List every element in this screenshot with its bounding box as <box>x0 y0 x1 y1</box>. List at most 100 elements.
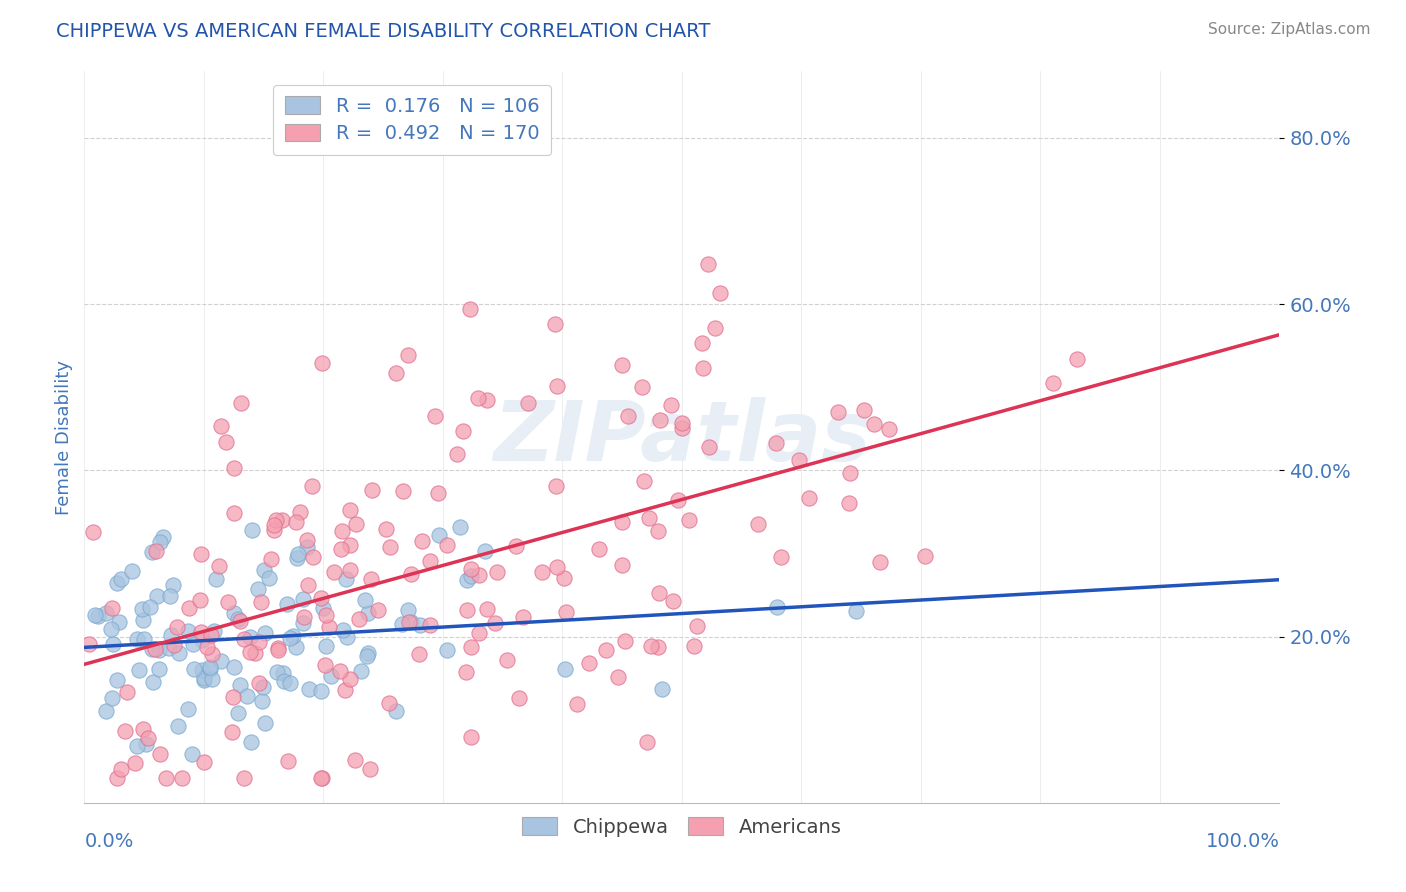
Point <box>285 640 308 654</box>
Point <box>263 523 285 537</box>
Point <box>323 565 346 579</box>
Point <box>311 591 333 605</box>
Point <box>276 598 298 612</box>
Point <box>789 453 811 467</box>
Point <box>333 682 356 697</box>
Point <box>686 619 709 633</box>
Point <box>651 681 673 696</box>
Point <box>344 517 367 532</box>
Point <box>329 664 352 678</box>
Point <box>239 630 262 644</box>
Point <box>335 572 357 586</box>
Point <box>606 670 628 684</box>
Point <box>477 392 499 407</box>
Point <box>217 594 239 608</box>
Point <box>319 669 342 683</box>
Point <box>869 555 891 569</box>
Point <box>236 690 259 704</box>
Point <box>633 474 655 488</box>
Point <box>544 478 567 492</box>
Point <box>166 619 188 633</box>
Point <box>233 771 256 785</box>
Point <box>375 522 398 536</box>
Text: CHIPPEWA VS AMERICAN FEMALE DISABILITY CORRELATION CHART: CHIPPEWA VS AMERICAN FEMALE DISABILITY C… <box>56 22 710 41</box>
Point <box>565 697 588 711</box>
Point <box>516 396 538 410</box>
Point <box>181 637 204 651</box>
Point <box>312 600 335 615</box>
Point <box>214 434 236 449</box>
Point <box>228 678 250 692</box>
Point <box>427 528 450 542</box>
Point <box>222 690 245 704</box>
Point <box>853 403 876 417</box>
Point <box>309 771 332 785</box>
Point <box>124 756 146 770</box>
Point <box>159 589 181 603</box>
Point <box>253 625 276 640</box>
Point <box>224 460 246 475</box>
Point <box>329 542 352 557</box>
Point <box>181 747 204 761</box>
Point <box>399 566 422 581</box>
Point <box>240 523 263 537</box>
Point <box>166 719 188 733</box>
Point <box>456 603 478 617</box>
Point <box>197 640 219 654</box>
Point <box>110 572 132 586</box>
Point <box>121 565 143 579</box>
Point <box>446 447 468 461</box>
Point <box>612 558 634 573</box>
Point <box>148 662 170 676</box>
Point <box>1066 351 1088 366</box>
Point <box>475 602 498 616</box>
Point <box>284 515 307 529</box>
Point <box>531 565 554 579</box>
Point <box>117 685 139 699</box>
Point <box>468 567 491 582</box>
Point <box>339 563 361 577</box>
Point <box>662 594 685 608</box>
Point <box>330 524 353 538</box>
Point <box>297 533 319 547</box>
Point <box>361 483 384 498</box>
Point <box>496 653 519 667</box>
Point <box>266 643 288 657</box>
Point <box>176 624 198 638</box>
Point <box>266 513 288 527</box>
Point <box>301 479 323 493</box>
Point <box>209 654 232 668</box>
Point <box>243 646 266 660</box>
Point <box>193 673 215 687</box>
Point <box>359 762 381 776</box>
Point <box>141 642 163 657</box>
Point <box>247 635 270 649</box>
Point <box>198 660 221 674</box>
Point <box>252 681 274 695</box>
Point <box>765 436 787 450</box>
Point <box>436 538 458 552</box>
Point <box>692 361 714 376</box>
Point <box>101 637 124 651</box>
Point <box>315 639 337 653</box>
Point <box>682 639 704 653</box>
Point <box>427 486 450 500</box>
Point <box>267 640 290 655</box>
Point <box>914 549 936 564</box>
Point <box>339 502 361 516</box>
Point <box>226 706 249 721</box>
Point <box>838 496 860 510</box>
Point <box>347 612 370 626</box>
Point <box>678 512 700 526</box>
Point <box>229 614 252 628</box>
Point <box>263 518 285 533</box>
Point <box>170 771 193 785</box>
Point <box>253 563 276 577</box>
Point <box>114 723 136 738</box>
Point <box>292 615 315 630</box>
Point <box>128 663 150 677</box>
Point <box>162 577 184 591</box>
Point <box>101 601 124 615</box>
Point <box>292 610 315 624</box>
Text: ZIPatlas: ZIPatlas <box>494 397 870 477</box>
